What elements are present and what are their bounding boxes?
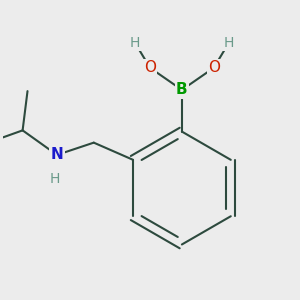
Text: H: H bbox=[49, 172, 60, 186]
Text: N: N bbox=[51, 147, 63, 162]
Text: O: O bbox=[144, 60, 156, 75]
Text: H: H bbox=[223, 36, 234, 50]
Text: H: H bbox=[130, 36, 140, 50]
Text: O: O bbox=[208, 60, 220, 75]
Text: B: B bbox=[176, 82, 188, 98]
